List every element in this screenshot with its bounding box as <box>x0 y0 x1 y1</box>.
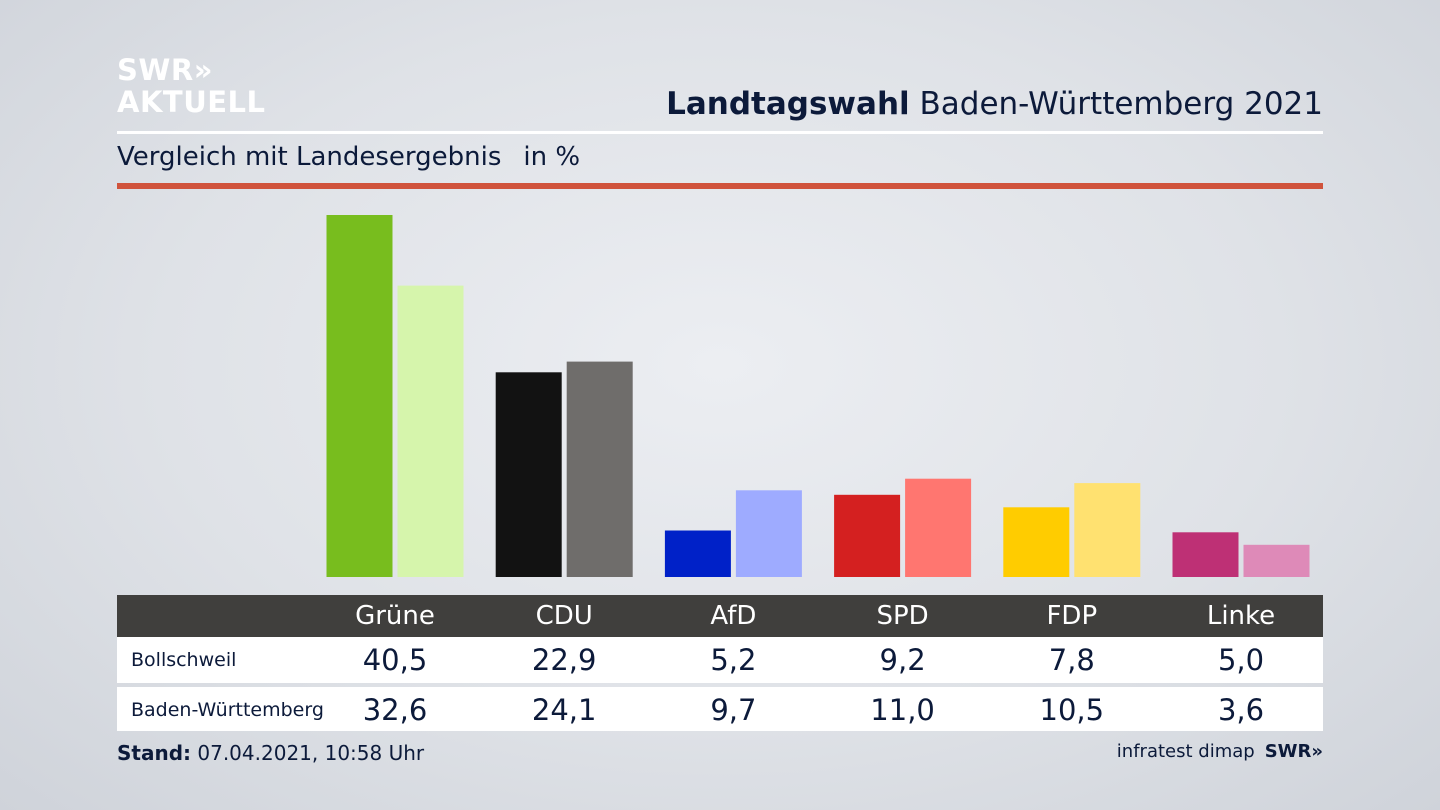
row-label: Baden-Württemberg <box>131 699 324 721</box>
bar-cdu-local <box>495 372 562 577</box>
column-header: FDP <box>1046 601 1098 631</box>
bar-linke-state <box>1243 544 1310 577</box>
bar-spd-local <box>834 494 901 577</box>
table-cell: 11,0 <box>870 693 935 727</box>
logo-line2: AKTUELL <box>117 85 266 119</box>
table-cell: 3,6 <box>1217 693 1265 727</box>
table-cell: 9,7 <box>710 693 757 727</box>
bar-fdp-state <box>1074 483 1141 577</box>
bar-spd-state <box>905 478 972 577</box>
table-cell: 22,9 <box>531 643 597 677</box>
column-header: CDU <box>535 601 593 631</box>
column-header: AfD <box>710 601 757 631</box>
table-cell: 5,2 <box>710 643 757 677</box>
table-cell: 40,5 <box>362 643 428 677</box>
bar-fdp-local <box>1003 507 1070 577</box>
bar-linke-local <box>1172 532 1239 577</box>
title-divider <box>117 131 1323 134</box>
subtitle-divider <box>117 183 1323 189</box>
source-text: infratest dimap <box>1116 741 1255 762</box>
swr-brand: SWR» <box>1264 741 1323 762</box>
column-header: SPD <box>876 601 929 631</box>
chart-title-rest: Baden-Württemberg 2021 <box>919 86 1323 122</box>
table-cell: 5,0 <box>1217 643 1265 677</box>
bar-grne-local <box>326 215 393 577</box>
bar-afd-state <box>735 490 802 577</box>
logo-line1: SWR» <box>117 53 213 87</box>
subtitle-text: Vergleich mit Landesergebnis <box>117 142 502 172</box>
chart-title: Landtagswahl Baden-Württemberg 2021 <box>666 86 1323 122</box>
swr-aktuell-logo: SWR» AKTUELL <box>117 54 266 118</box>
stand-value: 07.04.2021, 10:58 Uhr <box>197 741 425 765</box>
chart-subtitle: Vergleich mit Landesergebnis in % <box>117 142 580 172</box>
table-cell: 32,6 <box>362 693 428 727</box>
table-cell: 24,1 <box>531 693 597 727</box>
table-cell: 9,2 <box>879 643 926 677</box>
row-label: Bollschweil <box>131 649 237 671</box>
table-cell: 7,8 <box>1048 643 1095 677</box>
column-header: Linke <box>1206 601 1276 631</box>
bar-afd-local <box>664 530 731 577</box>
table-header: Grüne CDU AfD SPD FDP Linke <box>117 595 1323 637</box>
table-row: Baden-Württemberg 32,6 24,1 9,7 11,0 10,5 3,6 <box>117 687 1323 731</box>
table-cell: 10,5 <box>1039 693 1105 727</box>
stand-label: Stand: <box>117 741 192 765</box>
bar-grne-state <box>397 285 464 577</box>
results-table: Grüne CDU AfD SPD FDP Linke Bollschweil 40,5 22… <box>117 595 1323 731</box>
timestamp: Stand: 07.04.2021, 10:58 Uhr <box>117 741 424 765</box>
source-credit: infratest dimap SWR» <box>1117 741 1323 762</box>
table-body: Bollschweil 40,5 22,9 5,2 9,2 7,8 5,0 Baden-Wür… <box>117 637 1323 731</box>
chart-title-bold: Landtagswahl <box>666 86 910 122</box>
subtitle-unit: in % <box>523 142 581 172</box>
table-row: Bollschweil 40,5 22,9 5,2 9,2 7,8 5,0 <box>117 637 1323 683</box>
bar-cdu-state <box>566 361 633 577</box>
column-header: Grüne <box>355 601 435 631</box>
